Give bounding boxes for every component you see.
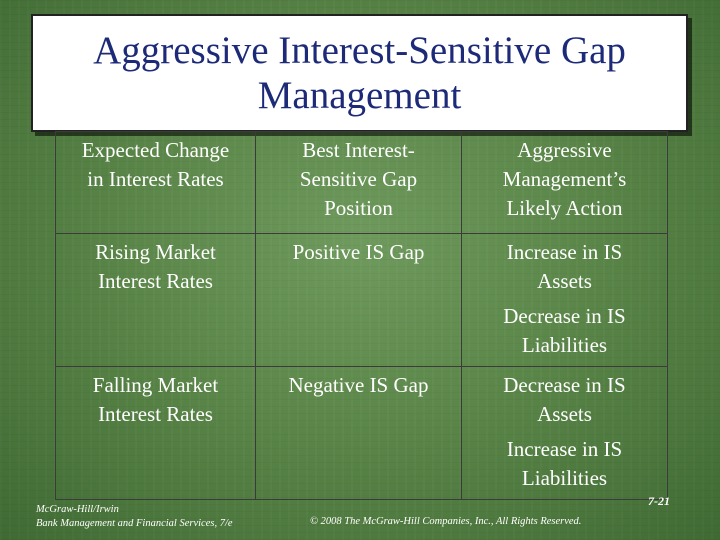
footer-copyright: © 2008 The McGraw-Hill Companies, Inc., …	[310, 516, 582, 527]
title-box: Aggressive Interest-Sensitive Gap Manage…	[31, 14, 688, 132]
cell-text: Increase in IS	[506, 240, 623, 264]
action-item: Decrease in IS Assets	[466, 371, 663, 429]
slide-page-number: 7-21	[648, 494, 670, 508]
cell-text: Rising Market	[95, 240, 216, 264]
header-text: Management’s	[502, 167, 627, 191]
footer-publisher: McGraw-Hill/Irwin	[36, 504, 119, 515]
cell-position-falling: Negative IS Gap	[255, 366, 462, 500]
cell-text: Interest Rates	[98, 402, 213, 426]
header-text: in Interest Rates	[87, 167, 224, 191]
cell-text: Positive IS Gap	[292, 240, 425, 264]
table-header-row: Expected Change in Interest Rates Best I…	[55, 131, 668, 234]
cell-position-rising: Positive IS Gap	[255, 233, 462, 367]
cell-text: Falling Market	[92, 373, 219, 397]
header-text: Position	[324, 196, 393, 220]
cell-text: Liabilities	[521, 466, 608, 490]
cell-expected-falling: Falling Market Interest Rates	[55, 366, 256, 500]
cell-text: Liabilities	[521, 333, 608, 357]
action-item: Increase in IS Liabilities	[466, 435, 663, 493]
action-item: Increase in IS Assets	[466, 238, 663, 296]
header-text: Expected Change	[81, 138, 230, 162]
title-line-2: Management	[257, 74, 462, 117]
table-row-falling: Falling Market Interest Rates Negative I…	[55, 366, 668, 500]
footer-publisher-block: McGraw-Hill/Irwin Bank Management and Fi…	[36, 503, 233, 531]
cell-text: Increase in IS	[506, 437, 623, 461]
action-item: Decrease in IS Liabilities	[466, 302, 663, 360]
header-best-position: Best Interest- Sensitive Gap Position	[255, 131, 462, 234]
cell-text: Assets	[537, 402, 592, 426]
cell-action-rising: Increase in IS Assets Decrease in IS Lia…	[461, 233, 668, 367]
cell-text: Decrease in IS	[503, 304, 626, 328]
header-likely-action: Aggressive Management’s Likely Action	[461, 131, 668, 234]
cell-text: Decrease in IS	[503, 373, 626, 397]
header-text: Aggressive	[517, 138, 612, 162]
title-line-1: Aggressive Interest-Sensitive Gap	[93, 29, 626, 72]
cell-text: Negative IS Gap	[288, 373, 429, 397]
gap-management-table: Expected Change in Interest Rates Best I…	[55, 131, 668, 500]
header-text: Sensitive Gap	[299, 167, 418, 191]
header-text: Best Interest-	[302, 138, 415, 162]
cell-action-falling: Decrease in IS Assets Increase in IS Lia…	[461, 366, 668, 500]
header-expected-change: Expected Change in Interest Rates	[55, 131, 256, 234]
footer-book-title: Bank Management and Financial Services, …	[36, 518, 233, 529]
table-row-rising: Rising Market Interest Rates Positive IS…	[55, 233, 668, 367]
cell-expected-rising: Rising Market Interest Rates	[55, 233, 256, 367]
header-text: Likely Action	[506, 196, 623, 220]
cell-text: Interest Rates	[98, 269, 213, 293]
cell-text: Assets	[537, 269, 592, 293]
